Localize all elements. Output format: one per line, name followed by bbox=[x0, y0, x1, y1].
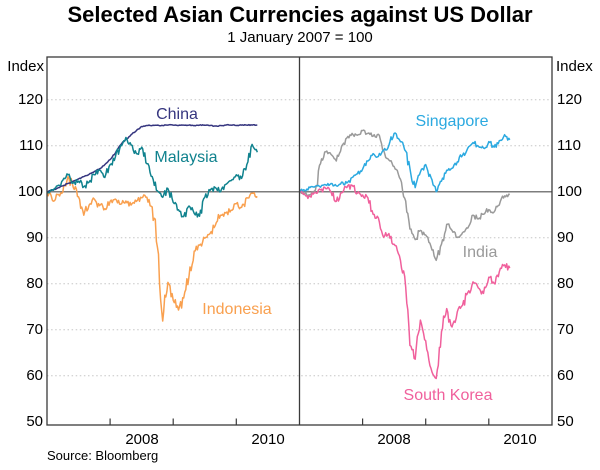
y-tick-label-right-120: 120 bbox=[557, 91, 583, 108]
y-axis-unit-left: Index bbox=[7, 58, 44, 75]
y-tick-label-left-110: 110 bbox=[19, 137, 43, 154]
y-tick-label-right-100: 100 bbox=[557, 183, 583, 200]
x-year-label-2008-right: 2008 bbox=[377, 431, 411, 448]
y-tick-label-left-80: 80 bbox=[26, 275, 43, 292]
y-tick-label-right-90: 90 bbox=[557, 229, 574, 246]
series-line-india bbox=[299, 129, 511, 262]
y-tick-label-left-90: 90 bbox=[26, 229, 43, 246]
y-axis-unit-right: Index bbox=[556, 58, 593, 75]
series-line-malaysia bbox=[47, 136, 259, 218]
x-year-label-2010-right: 2010 bbox=[503, 431, 537, 448]
series-label-south-korea: South Korea bbox=[403, 387, 493, 404]
series-label-singapore: Singapore bbox=[415, 113, 489, 130]
chart-title: Selected Asian Currencies against US Dol… bbox=[67, 2, 533, 27]
series-line-indonesia bbox=[47, 175, 258, 322]
source-note: Source: Bloomberg bbox=[47, 448, 159, 463]
series-label-malaysia: Malaysia bbox=[154, 149, 218, 166]
y-tick-label-right-110: 110 bbox=[557, 137, 581, 154]
y-tick-label-left-60: 60 bbox=[26, 367, 43, 384]
series-line-south-korea bbox=[299, 183, 511, 380]
series-label-china: China bbox=[156, 106, 198, 123]
y-tick-label-right-80: 80 bbox=[557, 275, 574, 292]
x-year-label-2008-left: 2008 bbox=[125, 431, 159, 448]
y-tick-label-right-60: 60 bbox=[557, 367, 574, 384]
series-label-indonesia: Indonesia bbox=[202, 301, 272, 318]
series-label-india: India bbox=[462, 244, 498, 261]
y-tick-label-left-100: 100 bbox=[17, 183, 43, 200]
y-tick-label-right-50: 50 bbox=[557, 413, 574, 430]
y-tick-label-right-70: 70 bbox=[557, 321, 574, 338]
x-year-label-2010-left: 2010 bbox=[251, 431, 285, 448]
series-line-china bbox=[47, 123, 258, 193]
y-tick-label-left-50: 50 bbox=[26, 413, 43, 430]
y-tick-label-left-120: 120 bbox=[17, 91, 43, 108]
chart-subtitle: 1 January 2007 = 100 bbox=[227, 29, 373, 46]
y-tick-label-left-70: 70 bbox=[26, 321, 43, 338]
series-line-singapore bbox=[299, 132, 511, 193]
